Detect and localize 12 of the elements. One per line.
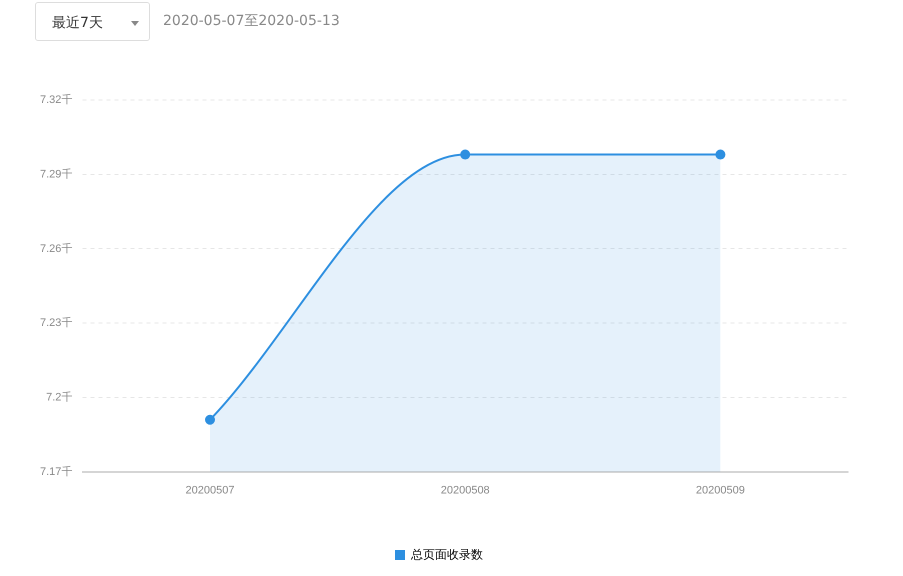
y-tick-label: 7.26千: [40, 242, 72, 255]
y-tick-label: 7.23千: [40, 316, 72, 330]
y-tick-label: 7.29千: [40, 167, 72, 180]
y-tick-label: 7.32千: [40, 93, 72, 106]
y-tick-label: 7.17千: [40, 464, 72, 478]
x-tick-label: 20200508: [440, 484, 490, 496]
x-tick-label: 20200507: [186, 484, 234, 496]
y-tick-label: 7.2千: [46, 390, 72, 404]
legend-label: 总页面收录数: [410, 547, 483, 562]
dropdown: 最近7天: [35, 2, 150, 41]
x-tick-label: 20200509: [696, 484, 745, 496]
text: 2020-05-07至2020-05-13: [163, 12, 340, 30]
